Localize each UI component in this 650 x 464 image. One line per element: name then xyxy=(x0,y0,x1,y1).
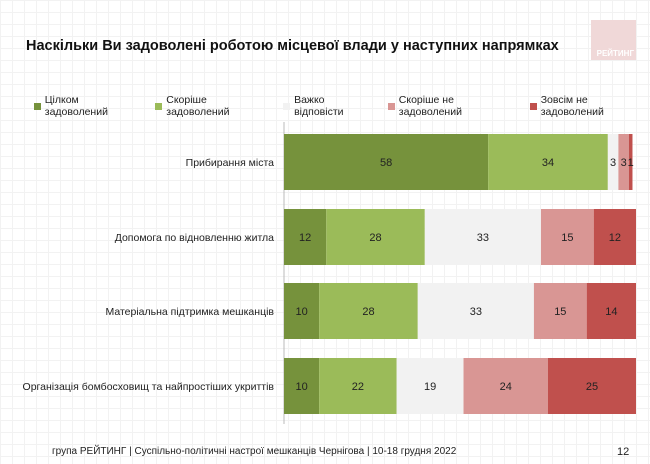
category-label: Матеріальна підтримка мешканців xyxy=(106,306,275,318)
bar-segment xyxy=(284,283,320,339)
bar-segment xyxy=(488,134,608,190)
data-label: 34 xyxy=(542,157,554,169)
data-label: 58 xyxy=(380,157,392,169)
data-label: 1 xyxy=(628,157,634,169)
legend-label: Скоріше не задоволений xyxy=(398,94,462,118)
data-label: 19 xyxy=(424,381,436,393)
bar-segment xyxy=(548,358,636,414)
data-label: 3 xyxy=(621,157,627,169)
data-label: 10 xyxy=(295,381,307,393)
legend-swatch xyxy=(529,102,537,110)
page-number: 12 xyxy=(617,446,630,458)
data-label: 3 xyxy=(610,157,616,169)
data-label: 14 xyxy=(605,306,617,318)
bar-segment xyxy=(284,134,489,190)
bar-segment xyxy=(463,358,548,414)
bar-segment xyxy=(628,134,633,190)
bar-segment xyxy=(618,134,629,190)
bar-segment xyxy=(319,358,397,414)
legend-item: Важко відповісти xyxy=(283,94,374,118)
footer: група РЕЙТИНГ | Суспільно-політичні наст… xyxy=(52,446,457,457)
legend-label: Скоріше задоволений xyxy=(166,94,230,118)
legend-item: Зовсім не задоволений xyxy=(529,94,650,118)
legend-item: Цілком задоволений xyxy=(34,94,141,118)
data-label: 28 xyxy=(362,306,374,318)
legend-label: Важко відповісти xyxy=(294,94,344,118)
chart-title: Наскільки Ви задоволені роботою місцевої… xyxy=(26,38,559,54)
data-label: 24 xyxy=(500,381,512,393)
bar-segment xyxy=(326,209,425,265)
category-label: Прибирання міста xyxy=(186,157,275,169)
bar-segment xyxy=(396,358,464,414)
data-label: 10 xyxy=(295,306,307,318)
data-label: 15 xyxy=(554,306,566,318)
legend-label: Цілком задоволений xyxy=(44,94,108,118)
legend-item: Скоріше не задоволений xyxy=(388,94,516,118)
bar-segment xyxy=(284,209,327,265)
data-label: 33 xyxy=(470,306,482,318)
bar-segment xyxy=(586,283,636,339)
bar-segment xyxy=(284,358,320,414)
rating-logo: РЕЙТИНГ xyxy=(591,20,636,60)
data-label: 15 xyxy=(561,232,573,244)
bar-segment xyxy=(417,283,534,339)
legend-swatch xyxy=(34,102,41,110)
category-label: Допомога по відновленню житла xyxy=(115,232,274,244)
legend-swatch xyxy=(155,102,163,110)
legend-swatch xyxy=(388,102,395,110)
bar-segment xyxy=(593,209,636,265)
bar-segment xyxy=(607,134,619,190)
legend-item: Скоріше задоволений xyxy=(155,94,269,118)
legend: Цілком задоволений Скоріше задоволений Важ… xyxy=(34,94,650,118)
data-label: 28 xyxy=(369,232,381,244)
bar-segment xyxy=(533,283,587,339)
legend-swatch xyxy=(283,102,291,110)
bar-segment xyxy=(540,209,594,265)
data-label: 25 xyxy=(586,381,598,393)
legend-label: Зовсім не задоволений xyxy=(540,94,604,118)
data-label: 12 xyxy=(609,232,621,244)
bar-segment xyxy=(319,283,418,339)
category-label: Організація бомбосховищ та найпростіших … xyxy=(23,381,275,393)
bar-segment xyxy=(424,209,541,265)
data-label: 33 xyxy=(477,232,489,244)
data-label: 22 xyxy=(352,381,364,393)
data-label: 12 xyxy=(299,232,311,244)
